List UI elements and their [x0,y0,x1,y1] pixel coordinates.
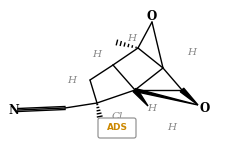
Text: H: H [68,75,76,85]
Text: H: H [93,49,101,59]
Polygon shape [180,88,198,105]
Text: H: H [148,103,157,113]
Text: Cl: Cl [111,111,123,120]
Text: O: O [200,101,210,115]
Text: N: N [9,103,19,116]
Text: ADS: ADS [106,124,128,132]
Text: H: H [128,34,137,43]
FancyBboxPatch shape [98,118,136,138]
Text: O: O [147,10,157,22]
Text: H: H [168,124,177,132]
Text: H: H [188,47,197,57]
Polygon shape [133,88,148,106]
Polygon shape [135,89,198,105]
